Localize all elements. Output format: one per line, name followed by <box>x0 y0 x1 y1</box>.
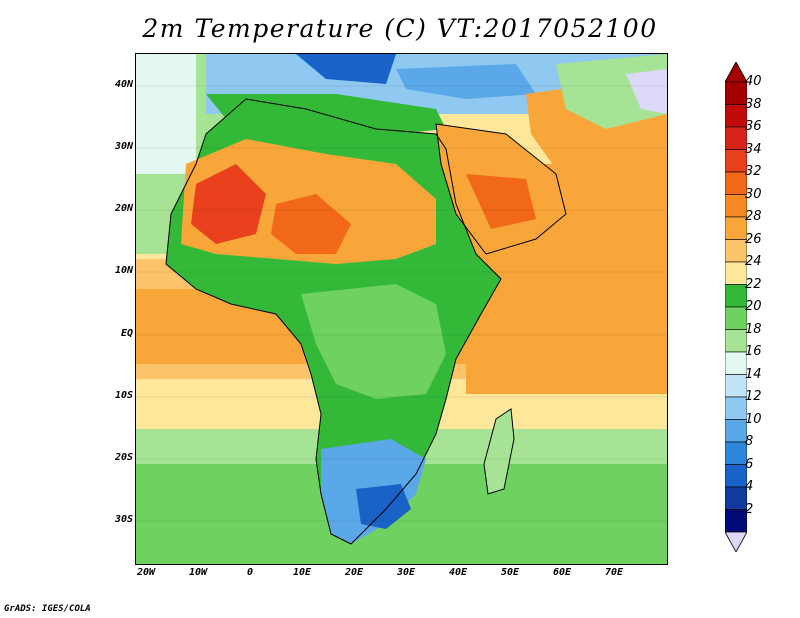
colorbar-label: 34 <box>745 141 762 157</box>
colorbar-label: 2 <box>745 501 754 517</box>
colorbar-label: 8 <box>745 434 754 449</box>
plot-title: 2m Temperature (C) VT:2017052100 <box>142 14 658 43</box>
colorbar-segment <box>725 306 747 330</box>
colorbar-segment <box>725 81 747 105</box>
lat-label-40n: 40N <box>114 79 133 90</box>
colorbar <box>725 62 747 552</box>
colorbar-label: 14 <box>745 366 762 382</box>
lat-label-30s: 30S <box>114 514 133 525</box>
africa-coastline <box>165 98 502 545</box>
colorbar-label: 10 <box>745 411 762 427</box>
colorbar-label: 16 <box>745 344 762 359</box>
colorbar-label: 36 <box>745 119 762 134</box>
colorbar-over-triangle <box>725 62 747 83</box>
colorbar-label: 4 <box>745 479 754 494</box>
colorbar-segment <box>725 261 747 285</box>
colorbar-segment <box>725 351 747 375</box>
colorbar-segment <box>725 464 747 488</box>
lat-label-eq: EQ <box>120 328 133 339</box>
lon-label-10w: 10W <box>188 567 208 578</box>
arabia-hot-core <box>466 174 536 229</box>
colorbar-label: 22 <box>745 276 762 292</box>
black-sea-area <box>396 64 536 99</box>
colorbar-segment <box>725 104 747 128</box>
colorbar-label: 30 <box>745 186 762 202</box>
central-africa-green <box>301 284 446 399</box>
colorbar-segment <box>725 486 747 510</box>
colorbar-segment <box>725 396 747 420</box>
colorbar-segment <box>725 441 747 465</box>
lon-label-10e: 10E <box>292 567 312 578</box>
colorbar-label: 40 <box>745 74 762 89</box>
colorbar-label: 12 <box>745 389 762 404</box>
sahara-hottest-core <box>191 164 266 244</box>
colorbar-label: 24 <box>745 254 762 269</box>
lon-label-70e: 70E <box>604 567 624 578</box>
lat-label-10s: 10S <box>114 390 133 401</box>
lat-label-30n: 30N <box>114 141 133 152</box>
lon-label-0: 0 <box>246 567 254 578</box>
lon-label-40e: 40E <box>448 567 468 578</box>
colorbar-segment <box>725 239 747 263</box>
colorbar-label: 38 <box>745 96 762 112</box>
colorbar-label: 6 <box>745 456 754 472</box>
colorbar-segment <box>725 284 747 308</box>
colorbar-label: 28 <box>745 209 762 224</box>
north-atlantic-cold <box>136 54 196 174</box>
footer-credit: GrADS: IGES/COLA <box>4 604 91 614</box>
colorbar-segment <box>725 126 747 150</box>
lon-label-20w: 20W <box>136 567 156 578</box>
mali-niger-hot-core <box>271 194 351 254</box>
colorbar-label: 26 <box>745 231 762 247</box>
lat-label-20s: 20S <box>114 452 133 463</box>
temperature-map <box>135 53 668 565</box>
lon-label-60e: 60E <box>552 567 572 578</box>
lat-label-10n: 10N <box>114 265 133 276</box>
colorbar-label: 32 <box>745 164 762 179</box>
lon-label-30e: 30E <box>396 567 416 578</box>
lat-label-20n: 20N <box>114 203 133 214</box>
colorbar-segment <box>725 374 747 398</box>
colorbar-segment <box>725 194 747 218</box>
colorbar-label: 18 <box>745 321 762 337</box>
colorbar-segment <box>725 329 747 353</box>
colorbar-segment <box>725 216 747 240</box>
lon-label-20e: 20E <box>344 567 364 578</box>
colorbar-label: 20 <box>745 299 762 314</box>
colorbar-segment <box>725 509 747 533</box>
arabia-coastline <box>435 123 567 255</box>
madagascar-coastline <box>483 408 515 495</box>
asia-landmass <box>526 74 667 284</box>
europe-cold-area <box>296 54 396 84</box>
colorbar-segment <box>725 149 747 173</box>
himalaya-cold <box>626 69 667 114</box>
madagascar-island <box>484 409 514 494</box>
colorbar-under-triangle <box>725 531 747 552</box>
lon-label-50e: 50E <box>500 567 520 578</box>
colorbar-segment <box>725 419 747 443</box>
colorbar-segment <box>725 171 747 195</box>
graticule <box>136 85 667 522</box>
